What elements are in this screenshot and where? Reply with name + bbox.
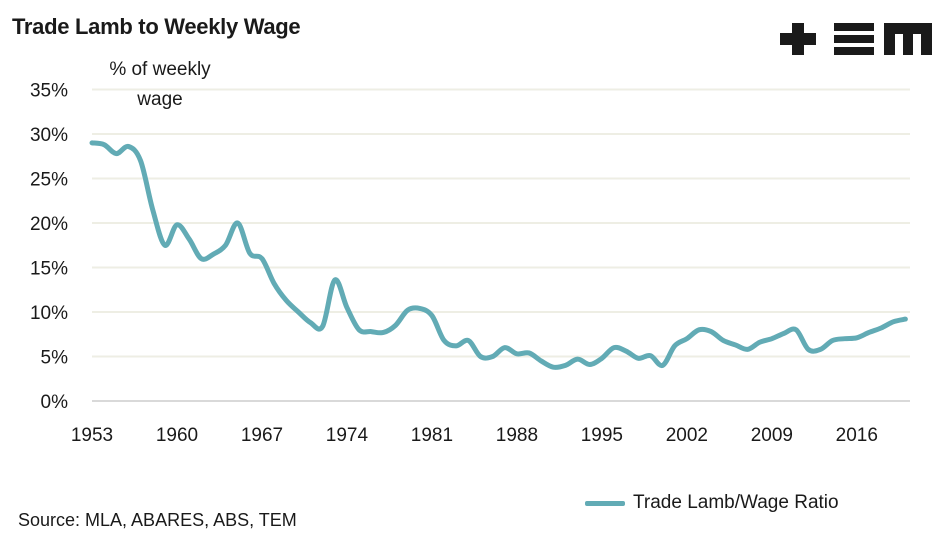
y-tick-label: 0% <box>41 392 69 413</box>
x-tick-label: 1995 <box>581 425 623 446</box>
y-tick-label: 25% <box>30 170 68 191</box>
source-note: Source: MLA, ABARES, ABS, TEM <box>18 510 297 530</box>
y-tick-label: 5% <box>41 348 69 369</box>
y-axis-label: % of weekly wage <box>90 55 230 115</box>
x-tick-label: 2016 <box>836 425 878 446</box>
y-axis-label-line: wage <box>137 89 183 110</box>
x-tick-label: 1967 <box>241 425 283 446</box>
x-tick-label: 1981 <box>411 425 453 446</box>
y-tick-label: 30% <box>30 125 68 146</box>
x-tick-label: 1953 <box>71 425 113 446</box>
x-tick-label: 1988 <box>496 425 538 446</box>
y-tick-label: 15% <box>30 259 68 280</box>
legend: Trade Lamb/Wage Ratio <box>585 492 839 514</box>
x-tick-label: 1960 <box>156 425 198 446</box>
x-tick-label: 2009 <box>751 425 793 446</box>
tem-logo <box>780 20 932 63</box>
y-tick-label: 20% <box>30 214 68 235</box>
x-tick-label: 1974 <box>326 425 369 446</box>
chart-title: Trade Lamb to Weekly Wage <box>12 14 301 39</box>
legend-label: Trade Lamb/Wage Ratio <box>633 492 839 513</box>
series-line-trade-lamb-wage-ratio <box>89 140 908 370</box>
y-tick-label: 35% <box>30 81 68 102</box>
y-tick-label: 10% <box>30 303 68 324</box>
y-axis-label-line: % of weekly <box>109 59 211 80</box>
x-tick-label: 2002 <box>666 425 708 446</box>
legend-swatch <box>585 500 625 506</box>
